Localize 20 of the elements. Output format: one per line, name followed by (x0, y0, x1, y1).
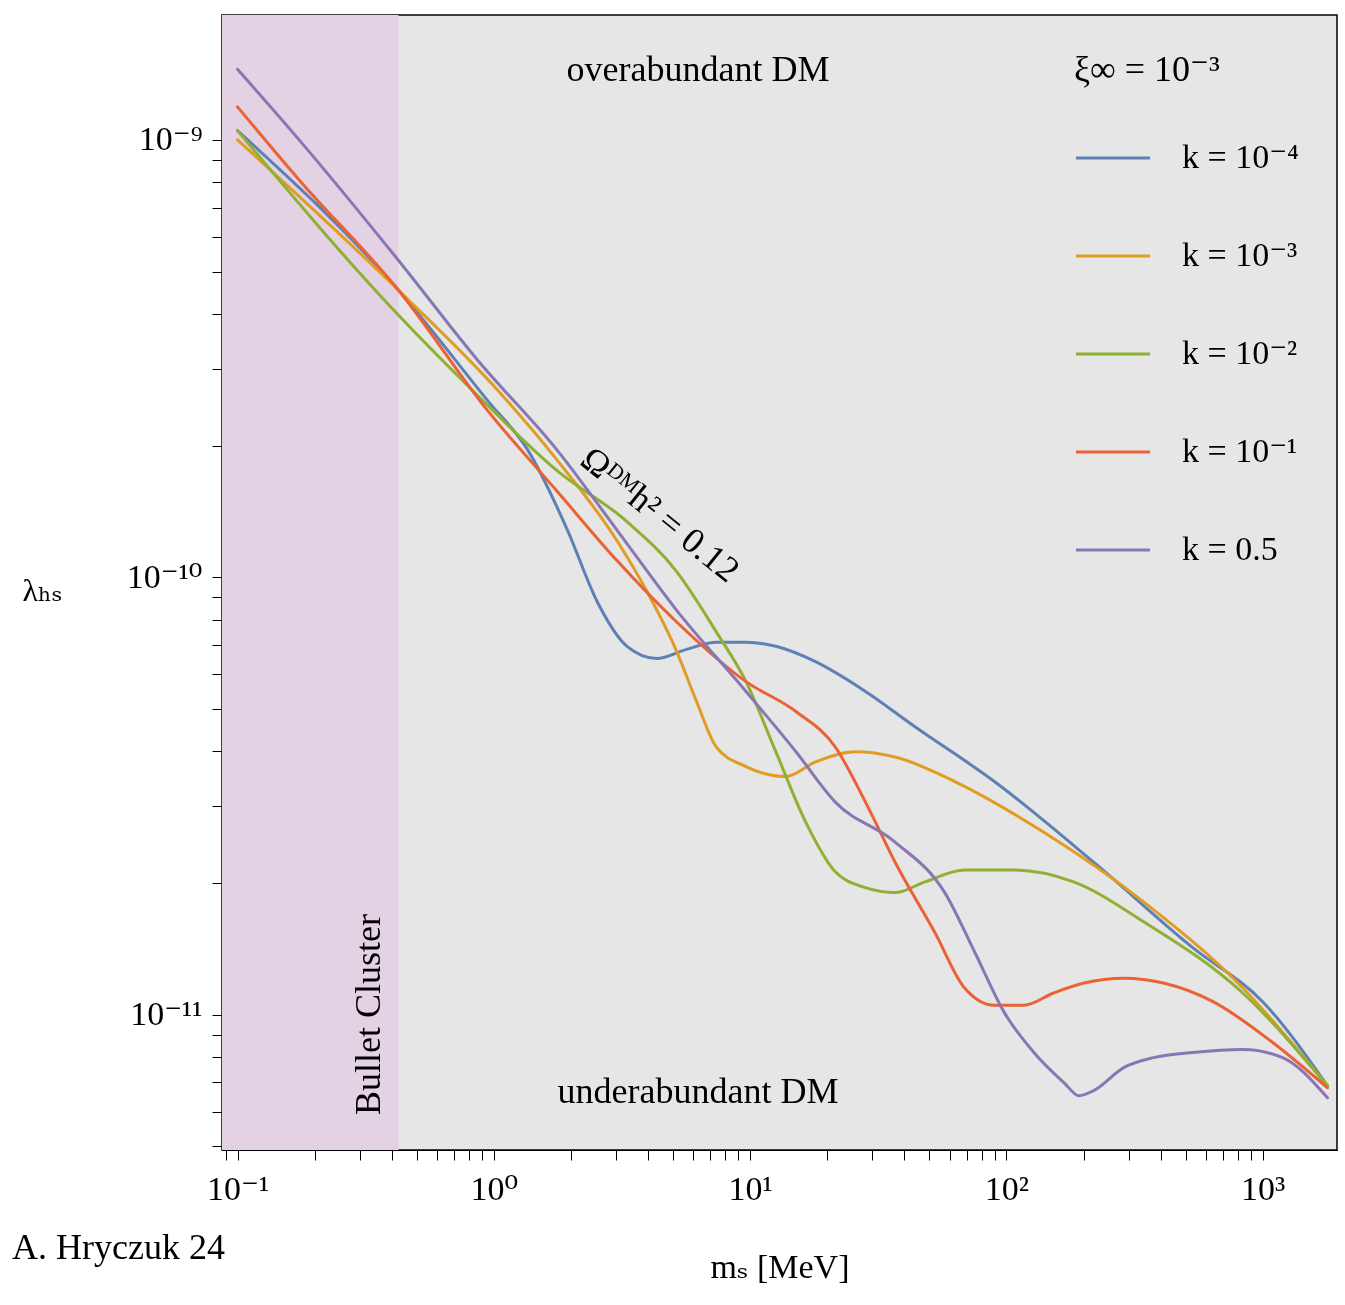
text: A. Hryczuk 24 (12, 1227, 225, 1267)
legend-label: k = 10⁻¹ (1182, 432, 1298, 469)
legend-label: k = 0.5 (1182, 530, 1278, 567)
legend-label: k = 10⁻² (1182, 334, 1298, 371)
x-tick-label: 10³ (1241, 1169, 1286, 1207)
x-tick-label: 10¹ (728, 1169, 773, 1207)
y-tick-label: 10⁻¹¹ (130, 995, 203, 1033)
annotation: overabundant DM (566, 49, 830, 89)
legend-label: k = 10⁻⁴ (1182, 138, 1299, 175)
x-tick-label: 10⁻¹ (206, 1169, 270, 1207)
annotation: underabundant DM (557, 1071, 839, 1111)
band-label: Bullet Cluster (347, 914, 388, 1115)
y-axis-title: λₕₛ (22, 571, 63, 608)
x-axis-title: mₛ [MeV] (710, 1247, 850, 1285)
legend-title: ξ∞ = 10⁻³ (1074, 49, 1221, 89)
legend-label: k = 10⁻³ (1182, 236, 1298, 273)
x-tick-label: 10² (984, 1169, 1029, 1207)
y-tick-label: 10⁻⁹ (138, 120, 203, 158)
y-tick-label: 10⁻¹⁰ (126, 557, 203, 595)
x-tick-label: 10⁰ (470, 1169, 519, 1207)
